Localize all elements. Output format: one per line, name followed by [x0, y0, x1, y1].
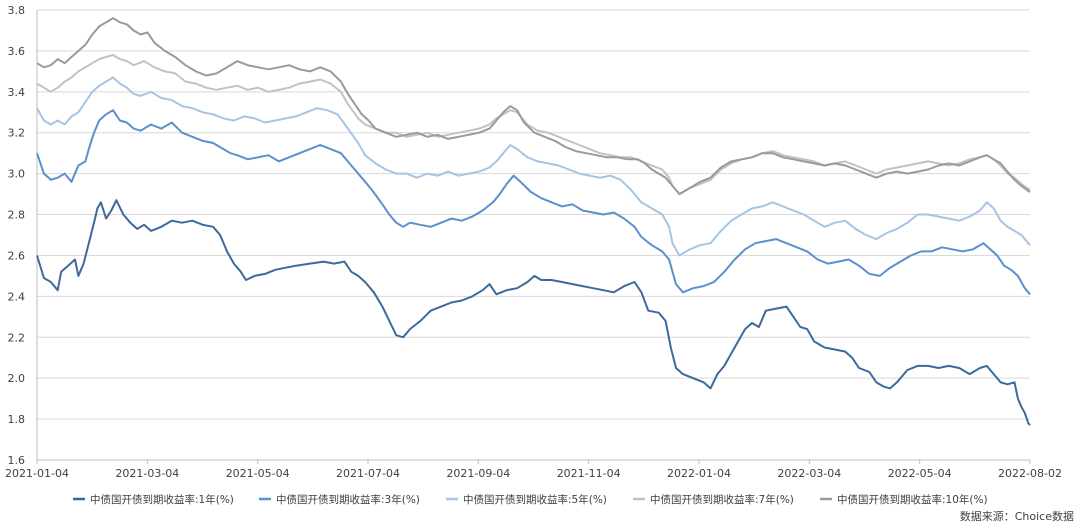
series-lines [36, 17, 1031, 426]
x-tick-label: 2022-03-04 [777, 467, 841, 480]
y-tick-label: 2.0 [8, 372, 26, 385]
y-tick-label: 3.2 [8, 127, 26, 140]
x-tick-label: 2021-03-04 [115, 467, 179, 480]
series-line-2 [36, 109, 1031, 295]
y-tick-label: 1.6 [8, 454, 26, 467]
y-tick-label: 1.8 [8, 413, 26, 426]
legend-label: 中债国开债到期收益率:3年(%) [276, 493, 420, 506]
axes [36, 10, 1030, 461]
x-tick-label: 2021-05-04 [226, 467, 290, 480]
y-tick-label: 3.6 [8, 45, 26, 58]
x-tick-label: 2021-09-04 [446, 467, 510, 480]
legend-label: 中债国开债到期收益率:5年(%) [463, 493, 607, 506]
y-tick-label: 2.6 [8, 249, 26, 262]
x-tick-label: 2022-05-04 [888, 467, 952, 480]
x-tick-label: 2021-11-04 [557, 467, 621, 480]
series-line-4 [36, 54, 1031, 196]
source-note: 数据来源：Choice数据 [960, 509, 1074, 523]
x-tick-label: 2021-07-04 [336, 467, 400, 480]
y-tick-labels: 1.6 1.8 2.0 2.2 2.4 2.6 2.8 3.0 3.2 3.4 3.6 3.8 [8, 4, 26, 467]
x-tick-label: 2022-01-04 [667, 467, 731, 480]
series-line-5 [36, 17, 1031, 196]
y-tick-label: 2.4 [8, 290, 26, 303]
x-tick-labels: 2021-01-04 2021-03-04 2021-05-04 2021-07-04… [5, 460, 1062, 480]
legend: 中债国开债到期收益率:1年(%) 中债国开债到期收益率:3年(%) 中债国开债到期收… [73, 493, 988, 506]
y-tick-label: 3.8 [8, 4, 26, 17]
series-line-3 [36, 76, 1031, 257]
x-tick-label: 2022-08-02 [998, 467, 1062, 480]
y-tick-label: 2.2 [8, 331, 26, 344]
series-line-1 [36, 199, 1031, 426]
y-tick-label: 2.8 [8, 209, 26, 222]
x-tick-label: 2021-01-04 [5, 467, 69, 480]
legend-label: 中债国开债到期收益率:10年(%) [837, 493, 988, 506]
y-tick-label: 3.4 [8, 86, 26, 99]
legend-label: 中债国开债到期收益率:1年(%) [90, 493, 234, 506]
gridlines [37, 9, 1030, 461]
legend-label: 中债国开债到期收益率:7年(%) [650, 493, 794, 506]
y-tick-label: 3.0 [8, 168, 26, 181]
